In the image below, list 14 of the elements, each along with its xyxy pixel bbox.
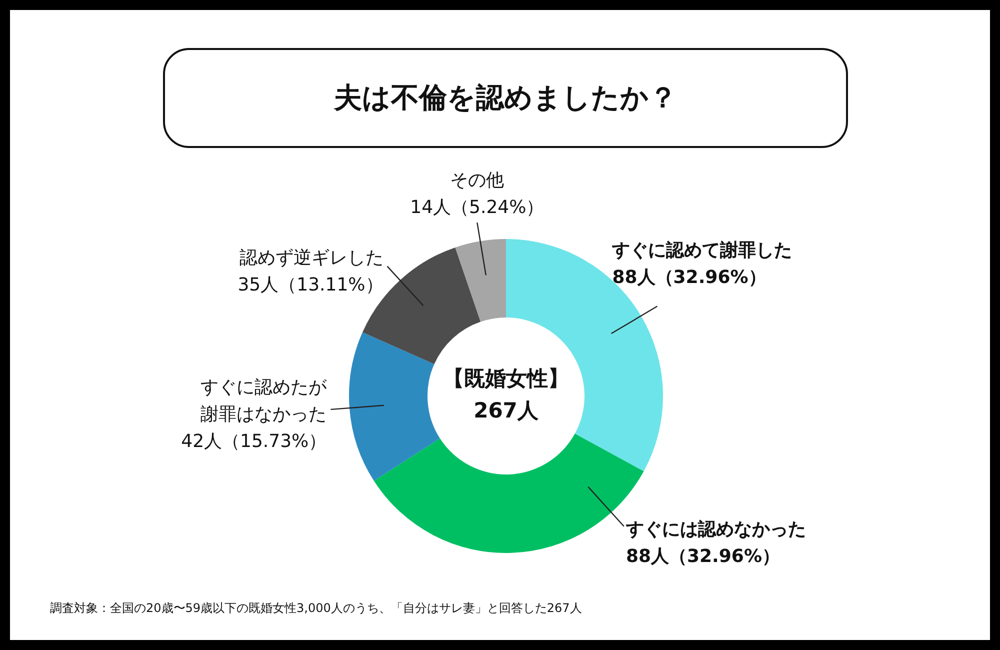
data-label: 35人（13.11%） (238, 274, 384, 296)
chart-title: 夫は不倫を認めましたか？ (163, 48, 848, 148)
text: 【既婚女性】 (443, 366, 569, 390)
text: 267人 (474, 398, 540, 422)
slice-label: すぐに認めたが謝罪はなかった (200, 377, 328, 426)
data-label: 88人（32.96%） (612, 266, 766, 288)
slice-label: その他 (450, 170, 504, 192)
data-label: 42人（15.73%） (181, 431, 327, 452)
slice-label: すぐには認めなかった (624, 519, 806, 540)
slice-label: すぐに認めて謝罪した (611, 240, 792, 261)
data-label: 88人（32.96%） (626, 546, 780, 568)
data-label: 14人（5.24%） (410, 197, 544, 218)
slice-label: 認めず逆ギレした (239, 247, 384, 268)
text: 調査対象：全国の20歳〜59歳以下の既婚女性3,000人のうち、「自分はサレ妻」と回答した267人 (50, 601, 582, 616)
